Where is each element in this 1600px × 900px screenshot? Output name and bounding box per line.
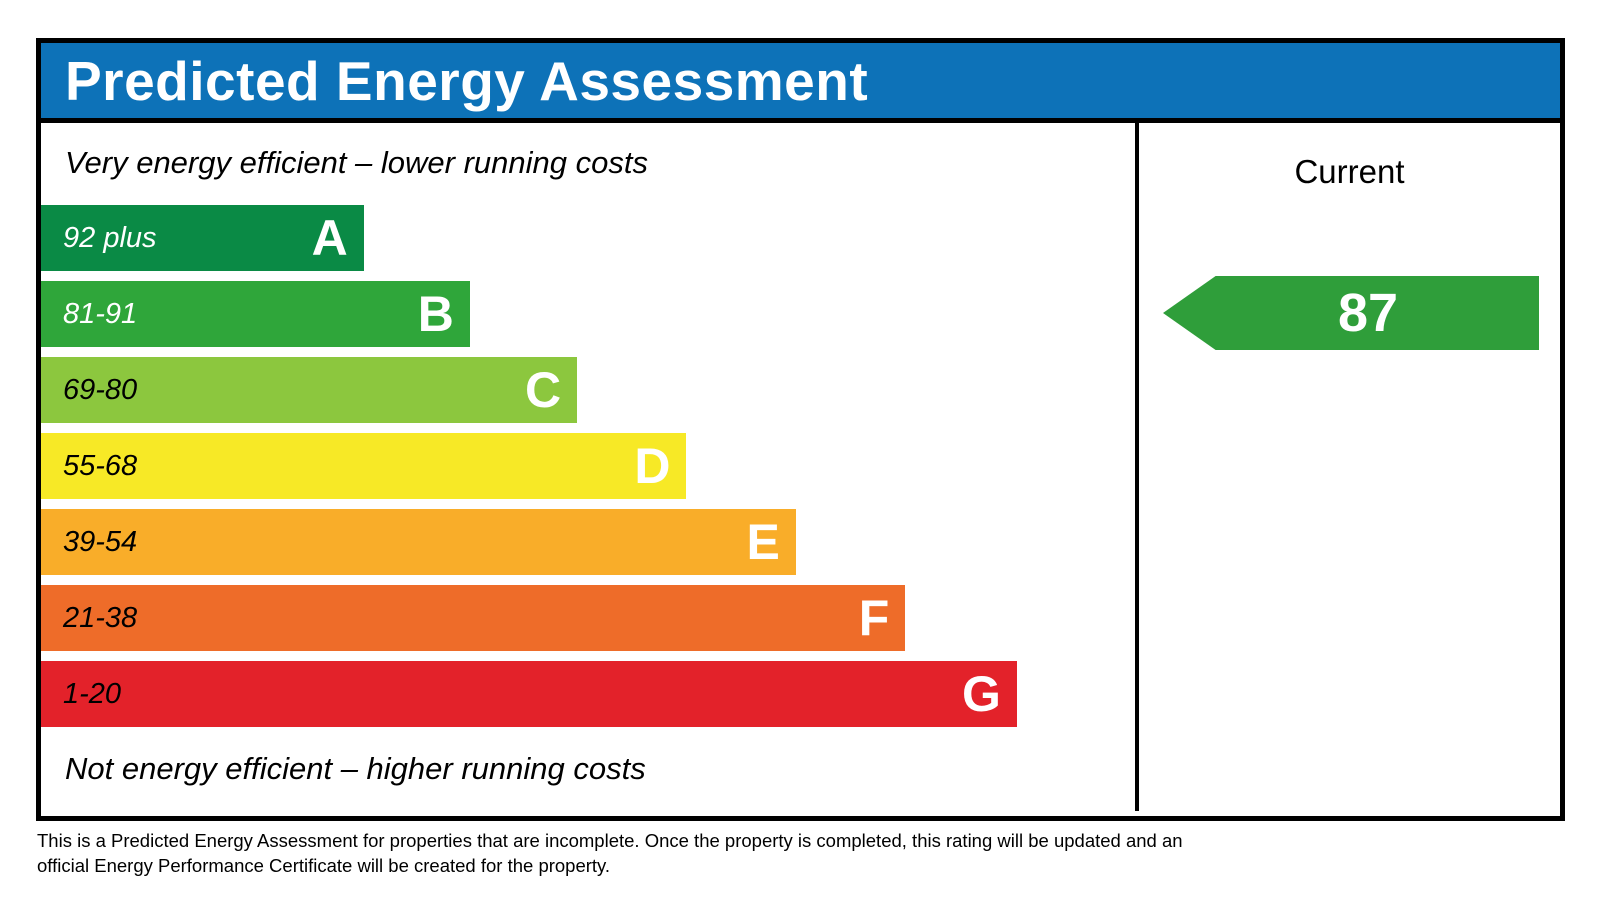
top-caption: Very energy efficient – lower running co…: [65, 145, 648, 180]
current-rating-value: 87: [1337, 283, 1399, 343]
band-range-label: 39-54: [63, 525, 138, 558]
band-row-d: 55-68 D: [41, 433, 687, 499]
band-range-label: 21-38: [63, 601, 138, 634]
footer-note: This is a Predicted Energy Assessment fo…: [37, 828, 1183, 878]
certificate-box: Predicted Energy Assessment Very energy …: [36, 38, 1565, 821]
band-row-e: 39-54 E: [41, 509, 796, 575]
current-rating-arrow: 87: [1163, 276, 1539, 350]
band-range-label: 81-91: [63, 297, 138, 330]
band-range-label: 69-80: [63, 373, 138, 406]
band-row-a: 92 plus A: [41, 205, 364, 271]
band-row-f: 21-38 F: [41, 585, 906, 651]
band-range-label: 92 plus: [63, 221, 157, 254]
current-rating-panel: Current 87: [1135, 123, 1560, 811]
band-row-g: 1-20 G: [41, 661, 1017, 727]
footer-line-1: This is a Predicted Energy Assessment fo…: [37, 830, 1183, 851]
footer-line-2: official Energy Performance Certificate …: [37, 855, 611, 876]
band-letter: D: [634, 438, 671, 494]
band-row-c: 69-80 C: [41, 357, 578, 423]
certificate-body: Very energy efficient – lower running co…: [41, 123, 1560, 811]
band-letter: G: [961, 666, 1001, 722]
page-title: Predicted Energy Assessment: [65, 49, 869, 112]
band-letter: C: [524, 362, 562, 418]
band-letter: E: [746, 514, 780, 570]
rating-scale-panel: Very energy efficient – lower running co…: [41, 123, 1135, 811]
current-column-header: Current: [1294, 153, 1405, 190]
bottom-caption: Not energy efficient – higher running co…: [65, 751, 646, 786]
band-letter: A: [311, 210, 348, 266]
band-row-b: 81-91 B: [41, 281, 470, 347]
band-letter: B: [417, 286, 454, 342]
bands-container: 92 plus A 81-91 B 69-80 C 55-68 D: [41, 205, 1135, 727]
title-bar: Predicted Energy Assessment: [41, 43, 1560, 123]
band-range-label: 1-20: [63, 677, 122, 710]
band-letter: F: [858, 590, 890, 646]
band-range-label: 55-68: [63, 449, 138, 482]
